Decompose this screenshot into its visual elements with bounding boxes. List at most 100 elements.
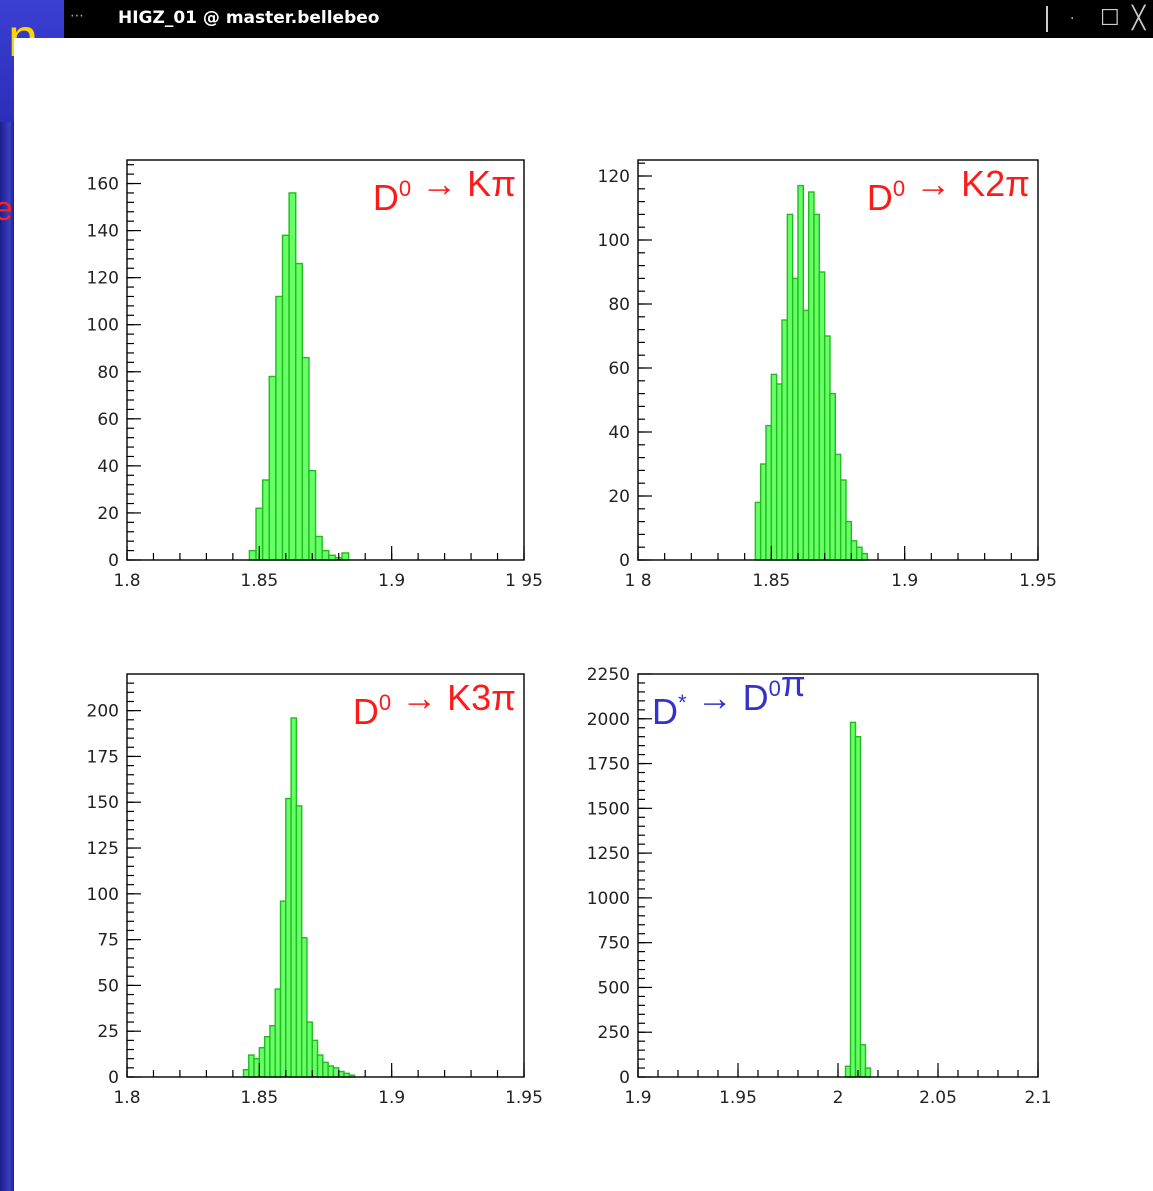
histogram-bar: [775, 383, 783, 561]
histogram-bar: [844, 1065, 852, 1078]
x-tick-label: 1.85: [240, 1088, 278, 1108]
histogram-bar: [818, 271, 826, 561]
y-tick-label: 2250: [587, 665, 630, 685]
histogram-bar: [861, 552, 869, 561]
histogram-bar: [311, 1039, 319, 1078]
histogram-bar: [850, 540, 858, 561]
histogram-bar: [786, 213, 794, 561]
x-tick-label: 1 8: [624, 571, 651, 591]
maximize-button[interactable]: ☐: [1100, 6, 1120, 31]
x-tick-label: 1.95: [505, 1088, 543, 1108]
y-tick-label: 0: [619, 1068, 630, 1088]
y-tick-label: 120: [598, 167, 630, 187]
window-titlebar[interactable]: ⋯ HIGZ_01 @ master.bellebeo · ☐ ╳: [64, 0, 1153, 38]
y-tick-label: 0: [108, 551, 119, 571]
histogram-bar: [791, 277, 799, 561]
histogram-bar: [781, 319, 789, 561]
x-tick-label: 1.9: [891, 571, 918, 591]
decay-label: D0 → Kπ: [373, 163, 516, 218]
y-tick-label: 160: [87, 175, 119, 195]
decay-label-part: D: [743, 677, 769, 718]
histogram-bar: [314, 535, 323, 561]
y-tick-label: 250: [598, 1023, 630, 1043]
decay-label-part: π: [1005, 163, 1030, 204]
histogram-bar: [849, 721, 857, 1078]
decay-label-part: →: [687, 677, 743, 718]
histogram-bar: [261, 479, 270, 561]
window-title: HIGZ_01 @ master.bellebeo: [118, 8, 380, 28]
histogram-bar: [754, 501, 762, 561]
y-tick-label: 140: [87, 222, 119, 242]
histogram-bar: [274, 988, 282, 1078]
decay-label-part: →: [905, 163, 961, 204]
histogram-bar: [295, 805, 303, 1078]
minimize-button[interactable]: ·: [1070, 11, 1075, 27]
histogram-bar: [316, 1054, 324, 1078]
histogram-bar: [855, 546, 863, 561]
x-tick-label: 1.9: [378, 1088, 405, 1108]
decay-label-part: K2: [961, 163, 1005, 204]
y-tick-label: 0: [619, 551, 630, 571]
histogram-bar: [328, 554, 337, 561]
histogram-bar: [770, 373, 778, 561]
decay-label-part: D: [353, 691, 379, 732]
histogram-panel-1: 0 20 40 60 80 100 120 140 160 1.8 1.85 1.9 1 95 D0 → …: [87, 159, 543, 591]
y-tick-label: 125: [87, 839, 119, 859]
y-tick-label: 60: [97, 410, 119, 430]
decay-label: D* → D0π: [652, 663, 806, 732]
histogram-bar: [864, 1067, 872, 1078]
y-tick-label: 1500: [587, 799, 630, 819]
histogram-bar: [321, 549, 330, 561]
histogram-bar: [295, 262, 304, 561]
decay-label-part: D: [867, 177, 893, 218]
y-tick-label: 175: [87, 747, 119, 767]
window-menu-icon[interactable]: ⋯: [70, 8, 84, 24]
histogram-bar: [759, 463, 767, 561]
titlebar-separator: [1046, 6, 1048, 32]
y-tick-label: 120: [87, 269, 119, 289]
y-tick-label: 1250: [587, 844, 630, 864]
histogram-bar: [332, 1067, 340, 1078]
histogram-bar: [834, 453, 842, 561]
close-button[interactable]: ╳: [1132, 6, 1146, 31]
y-tick-label: 80: [608, 295, 630, 315]
y-tick-label: 150: [87, 793, 119, 813]
decay-label-superscript: *: [678, 690, 687, 715]
x-tick-label: 1.9: [378, 571, 405, 591]
histogram-bar: [322, 1061, 329, 1078]
higz-canvas: 0 20 40 60 80 100 120 140 160 1.8 1.85 1.9 1 95 D0 → …: [14, 38, 1153, 1191]
histogram-bar: [281, 234, 290, 561]
decay-label-part: D: [373, 177, 399, 218]
histogram-bar: [285, 797, 292, 1078]
decay-label-part: →: [391, 677, 447, 718]
decay-label-superscript: 0: [379, 690, 391, 715]
histogram-bar: [854, 735, 862, 1078]
decay-label-part: π: [781, 663, 806, 704]
decay-label-part: D: [652, 691, 678, 732]
decay-label-superscript: 0: [769, 676, 781, 701]
histogram-bar: [765, 424, 773, 561]
y-tick-label: 100: [87, 316, 119, 336]
decay-label-superscript: 0: [399, 176, 411, 201]
x-tick-label: 2.05: [919, 1088, 957, 1108]
slide-left-strip: [0, 0, 14, 1191]
histogram-bar: [288, 192, 297, 561]
histogram-bar: [248, 549, 257, 561]
histogram-bar: [306, 1021, 313, 1078]
x-tick-label: 1 95: [505, 571, 543, 591]
y-tick-label: 100: [598, 231, 630, 251]
y-tick-label: 750: [598, 934, 630, 954]
slide-side-fragment: e: [0, 190, 13, 228]
histogram-bar: [268, 375, 277, 561]
plot-frame: [637, 673, 1039, 1078]
histogram-bar: [275, 295, 284, 561]
y-tick-label: 25: [97, 1022, 119, 1042]
decay-label-superscript: 0: [893, 176, 905, 201]
histogram-bar: [253, 1057, 261, 1078]
y-tick-label: 80: [97, 363, 119, 383]
histogram-bar: [341, 552, 350, 561]
histogram-bar: [242, 1068, 250, 1078]
y-tick-label: 20: [608, 487, 630, 507]
